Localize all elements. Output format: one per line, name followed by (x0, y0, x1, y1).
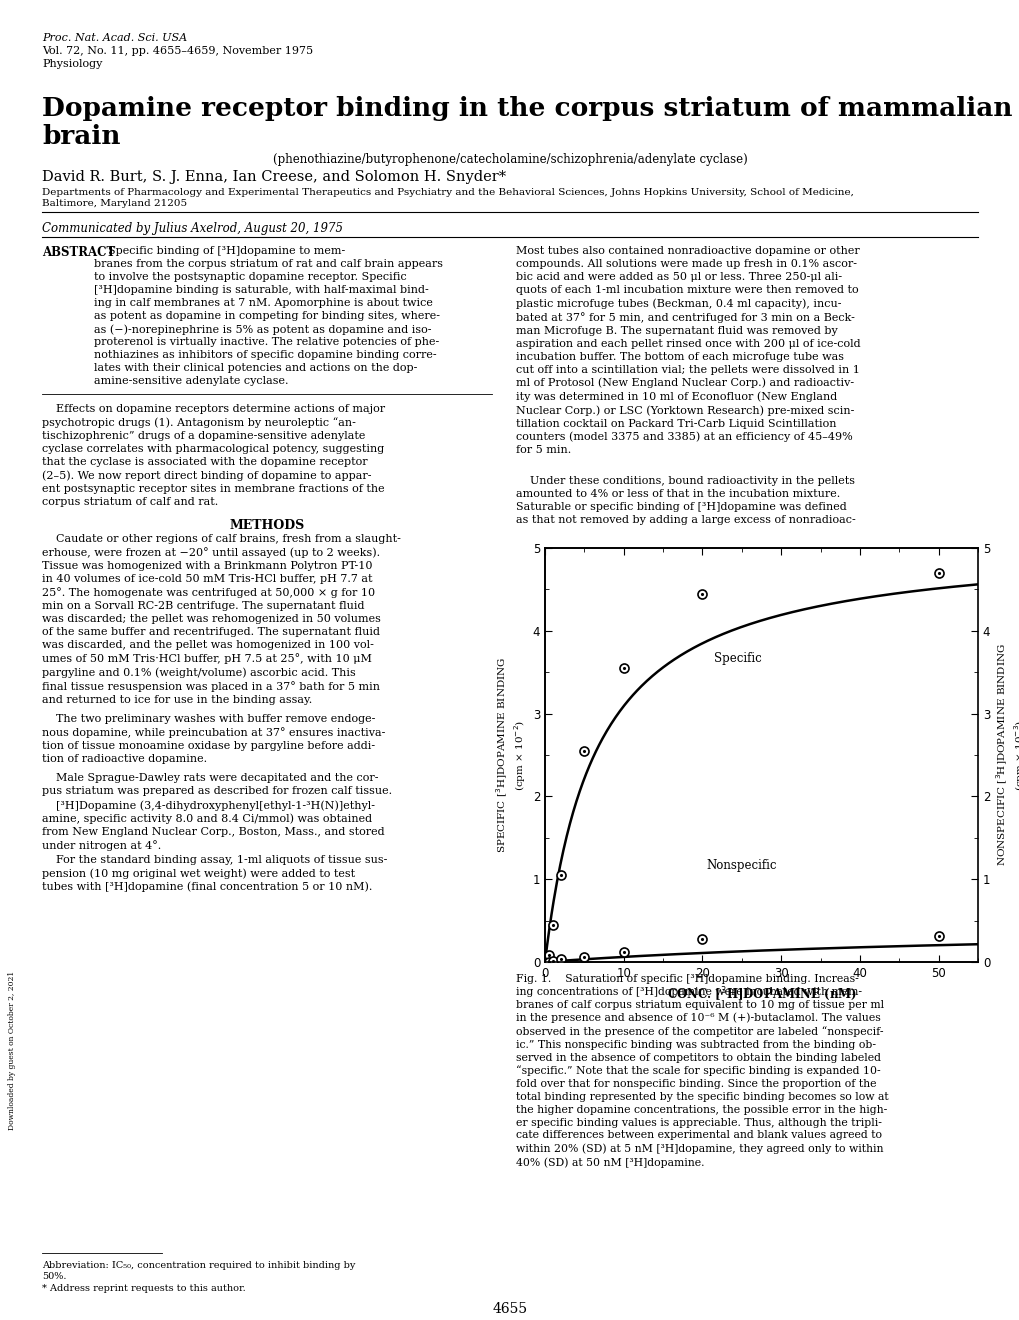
Text: Proc. Nat. Acad. Sci. USA: Proc. Nat. Acad. Sci. USA (42, 33, 186, 44)
Text: Nonspecific: Nonspecific (706, 859, 776, 873)
Text: 4655: 4655 (492, 1302, 527, 1316)
Text: brain: brain (42, 124, 120, 149)
Text: For the standard binding assay, 1-ml aliquots of tissue sus-
pension (10 mg orig: For the standard binding assay, 1-ml ali… (42, 855, 387, 892)
Text: David R. Burt, S. J. Enna, Ian Creese, and Solomon H. Snyder*: David R. Burt, S. J. Enna, Ian Creese, a… (42, 170, 505, 183)
Text: Abbreviation: IC₅₀, concentration required to inhibit binding by: Abbreviation: IC₅₀, concentration requir… (42, 1261, 355, 1270)
Text: Dopamine receptor binding in the corpus striatum of mammalian: Dopamine receptor binding in the corpus … (42, 96, 1012, 121)
Text: Specific: Specific (713, 652, 761, 665)
Text: Most tubes also contained nonradioactive dopamine or other
compounds. All soluti: Most tubes also contained nonradioactive… (516, 246, 860, 455)
Text: Downloaded by guest on October 2, 2021: Downloaded by guest on October 2, 2021 (8, 970, 16, 1130)
Text: Male Sprague-Dawley rats were decapitated and the cor-
pus striatum was prepared: Male Sprague-Dawley rats were decapitate… (42, 774, 391, 796)
Text: METHODS: METHODS (229, 519, 305, 532)
Text: Specific binding of [³H]dopamine to mem-
branes from the corpus striatum of rat : Specific binding of [³H]dopamine to mem-… (94, 246, 442, 387)
Text: (phenothiazine/butyrophenone/catecholamine/schizophrenia/adenylate cyclase): (phenothiazine/butyrophenone/catecholami… (272, 153, 747, 166)
Text: Vol. 72, No. 11, pp. 4655–4659, November 1975: Vol. 72, No. 11, pp. 4655–4659, November… (42, 46, 313, 55)
Text: Baltimore, Maryland 21205: Baltimore, Maryland 21205 (42, 199, 186, 209)
Text: Caudate or other regions of calf brains, fresh from a slaught-
erhouse, were fro: Caudate or other regions of calf brains,… (42, 535, 400, 705)
Text: Under these conditions, bound radioactivity in the pellets
amounted to 4% or les: Under these conditions, bound radioactiv… (516, 477, 855, 525)
Text: * Address reprint requests to this author.: * Address reprint requests to this autho… (42, 1284, 246, 1294)
Text: Departments of Pharmacology and Experimental Therapeutics and Psychiatry and the: Departments of Pharmacology and Experime… (42, 187, 853, 197)
Text: [³H]Dopamine (3,4-dihydroxyphenyl[ethyl-1-³H(N)]ethyl-
amine, specific activity : [³H]Dopamine (3,4-dihydroxyphenyl[ethyl-… (42, 800, 384, 851)
Text: Fig. 1.    Saturation of specific [³H]dopamine binding. Increas-
ing concentrati: Fig. 1. Saturation of specific [³H]dopam… (516, 974, 888, 1168)
Text: Physiology: Physiology (42, 59, 102, 69)
X-axis label: CONC. [$^3$H]DOPAMINE (nM): CONC. [$^3$H]DOPAMINE (nM) (665, 986, 856, 1003)
Text: Effects on dopamine receptors determine actions of major
psychotropic drugs (1).: Effects on dopamine receptors determine … (42, 404, 385, 507)
Text: 50%.: 50%. (42, 1272, 66, 1280)
Y-axis label: SPECIFIC [$^3$H]DOPAMINE BINDING
(cpm × 10$^{-2}$): SPECIFIC [$^3$H]DOPAMINE BINDING (cpm × … (494, 657, 528, 853)
Y-axis label: NONSPECIFIC [$^3$H]DOPAMINE BINDING
(cpm × 10$^{-3}$): NONSPECIFIC [$^3$H]DOPAMINE BINDING (cpm… (994, 644, 1019, 866)
Text: The two preliminary washes with buffer remove endoge-
nous dopamine, while prein: The two preliminary washes with buffer r… (42, 714, 385, 764)
Text: ABSTRACT: ABSTRACT (42, 246, 115, 259)
Text: Communicated by Julius Axelrod, August 20, 1975: Communicated by Julius Axelrod, August 2… (42, 222, 342, 235)
